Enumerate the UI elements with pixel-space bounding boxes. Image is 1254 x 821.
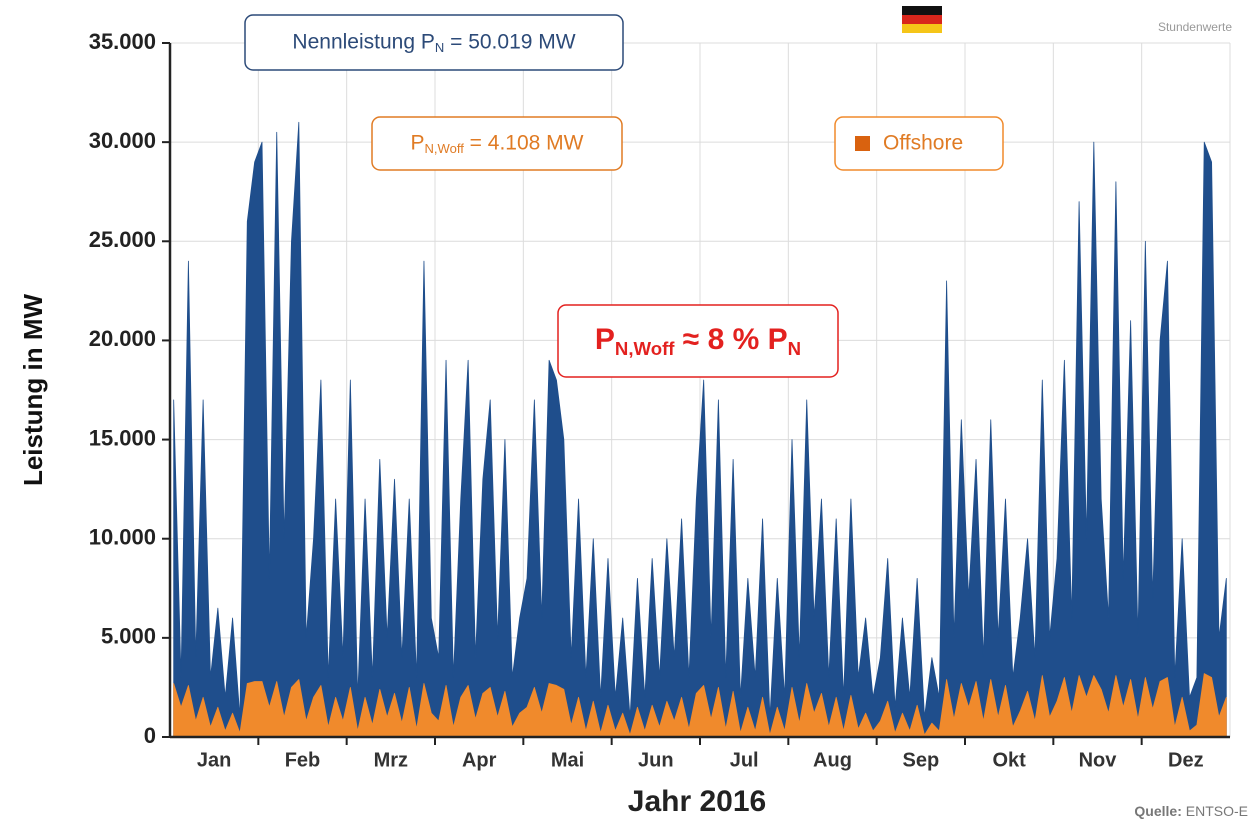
source: Quelle: ENTSO-E	[1134, 803, 1248, 819]
y-tick-label: 35.000	[89, 29, 156, 54]
annotation-text: P	[411, 131, 425, 154]
x-tick-label: Mrz	[374, 749, 408, 771]
annotation-text: ≈ 8 % P	[674, 323, 787, 356]
y-axis-label: Leistung in MW	[18, 294, 48, 487]
subscript: N	[435, 40, 444, 55]
x-tick-label: Feb	[285, 749, 321, 771]
y-tick-label: 25.000	[89, 227, 156, 252]
subscript: N,Woff	[425, 141, 465, 156]
subscript: N,Woff	[615, 338, 675, 359]
annotation-text: P	[595, 323, 615, 356]
x-tick-label: Apr	[462, 749, 497, 771]
area	[173, 121, 1227, 738]
source-name: ENTSO-E	[1186, 803, 1248, 819]
annotation-text: = 4.108 MW	[464, 131, 584, 154]
x-axis-label: Jahr 2016	[628, 785, 766, 818]
x-tick-label: Mai	[551, 749, 584, 771]
legend-swatch	[855, 136, 870, 151]
flag	[902, 6, 942, 33]
plot-area	[173, 121, 1227, 738]
y-tick-label: 5.000	[101, 624, 156, 649]
source-label: Quelle:	[1134, 803, 1181, 819]
x-tick-label: Aug	[813, 749, 852, 771]
y-tick-label: 30.000	[89, 128, 156, 153]
x-tick-label: Okt	[992, 749, 1026, 771]
x-tick-label: Jun	[638, 749, 674, 771]
x-tick-label: Sep	[902, 749, 939, 771]
legend-label: Offshore	[883, 132, 963, 155]
annotation: PN,Woff = 4.108 MW	[411, 131, 584, 156]
x-tick-label: Jan	[197, 749, 231, 771]
annotation: Nennleistung PN = 50.019 MW	[292, 30, 575, 55]
y-tick-label: 20.000	[89, 326, 156, 351]
y-tick-label: 0	[144, 723, 156, 748]
x-tick-label: Nov	[1079, 749, 1118, 771]
legend-box	[834, 116, 1004, 171]
annotation-text: Nennleistung P	[292, 30, 434, 53]
subscript: N	[788, 338, 801, 359]
annotation-box	[371, 116, 623, 171]
x-tick-label: Jul	[730, 749, 759, 771]
y-tick-label: 10.000	[89, 525, 156, 550]
axes: 0 5.000 10.000 15.000 20.000 25.000 30.000 35.0…	[89, 29, 1230, 771]
y-tick-label: 15.000	[89, 425, 156, 450]
area	[173, 673, 1227, 738]
note: Stundenwerte	[1158, 20, 1232, 34]
annotation: PN,Woff ≈ 8 % PN	[595, 323, 801, 359]
annotation-box	[557, 304, 839, 378]
annotation-box	[244, 14, 624, 71]
x-tick-label: Dez	[1168, 749, 1204, 771]
annotation-text: = 50.019 MW	[444, 30, 575, 53]
